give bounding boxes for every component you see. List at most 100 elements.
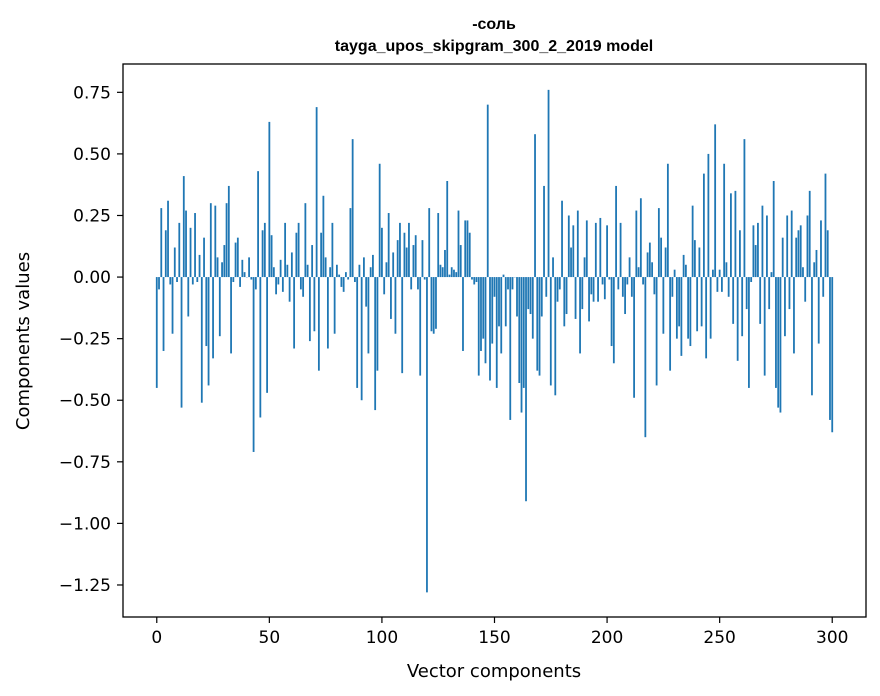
- bar-122: [430, 277, 433, 332]
- y-tick-label: −1.00: [59, 514, 111, 534]
- bar-195: [594, 222, 597, 278]
- bar-93: [365, 277, 368, 307]
- bar-31: [225, 203, 228, 278]
- bar-281: [788, 277, 791, 310]
- bar-193: [590, 277, 593, 295]
- bar-151: [495, 277, 498, 388]
- bar-173: [545, 277, 548, 297]
- bar-139: [468, 232, 471, 278]
- bar-12: [182, 176, 185, 278]
- bar-198: [601, 277, 604, 285]
- bar-28: [218, 277, 221, 337]
- bar-95: [369, 267, 372, 278]
- bar-134: [457, 210, 460, 278]
- y-axis: 0.75 0.50 0.25 0.00 −0.25 −0.50 −0.75 −1.00 −1.2…: [59, 83, 123, 596]
- bar-221: [653, 277, 656, 295]
- bar-83: [342, 277, 345, 292]
- bar-300: [831, 277, 834, 433]
- bar-68: [308, 277, 311, 342]
- bar-279: [784, 277, 786, 337]
- bar-82: [340, 277, 343, 287]
- bar-252: [723, 163, 726, 278]
- bar-112: [408, 222, 410, 278]
- bar-243: [702, 173, 705, 278]
- bar-212: [633, 277, 635, 398]
- bar-276: [777, 277, 780, 408]
- bar-271: [766, 215, 768, 278]
- bar-119: [423, 277, 426, 280]
- bar-285: [797, 230, 800, 278]
- bar-129: [446, 181, 449, 278]
- x-axis: 0 50 100 150 200 250 300: [151, 617, 848, 648]
- bar-225: [662, 277, 665, 334]
- bar-269: [761, 205, 764, 278]
- bar-239: [693, 240, 696, 278]
- bar-158: [511, 277, 514, 290]
- y-tick-label: −0.25: [59, 330, 111, 350]
- bar-130: [448, 274, 451, 278]
- bar-299: [829, 277, 831, 420]
- bar-75: [324, 257, 327, 278]
- bar-109: [401, 277, 404, 374]
- bar-69: [311, 245, 314, 278]
- bar-268: [759, 277, 762, 324]
- bar-234: [682, 254, 685, 278]
- bar-288: [804, 277, 807, 302]
- bar-265: [752, 225, 755, 278]
- bar-209: [626, 277, 629, 285]
- bar-107: [396, 240, 399, 278]
- bar-190: [583, 257, 586, 278]
- bar-280: [786, 215, 789, 278]
- bar-204: [615, 185, 617, 278]
- bar-16: [191, 277, 194, 285]
- bar-241: [698, 247, 701, 278]
- bar-257: [734, 190, 737, 278]
- bar-284: [795, 237, 798, 278]
- bar-70: [313, 277, 316, 332]
- bar-57: [284, 222, 287, 278]
- bar-0: [155, 277, 158, 388]
- bar-54: [277, 277, 280, 285]
- bar-205: [617, 277, 620, 290]
- bar-63: [297, 222, 300, 278]
- bar-92: [363, 257, 365, 278]
- bar-110: [403, 232, 406, 278]
- bar-114: [412, 245, 415, 278]
- bar-19: [198, 254, 201, 278]
- bar-23: [207, 277, 210, 386]
- bar-174: [547, 89, 550, 278]
- x-tick-label: 250: [703, 628, 735, 648]
- bar-39: [243, 272, 246, 278]
- bar-41: [248, 257, 250, 278]
- bar-126: [439, 264, 442, 278]
- bar-14: [187, 277, 190, 317]
- bar-86: [349, 208, 352, 278]
- bar-260: [741, 277, 744, 337]
- bar-77: [329, 267, 332, 278]
- bar-171: [540, 277, 543, 317]
- y-tick-label: 0.25: [73, 206, 111, 226]
- bar-120: [426, 277, 428, 593]
- bar-277: [779, 277, 782, 413]
- bar-38: [241, 259, 244, 278]
- bar-116: [417, 277, 419, 290]
- plot-frame: [122, 63, 867, 618]
- bar-131: [450, 267, 453, 278]
- bar-235: [684, 264, 687, 278]
- bar-186: [574, 277, 577, 319]
- bar-222: [655, 277, 658, 386]
- bar-236: [687, 277, 690, 339]
- bar-9: [176, 277, 178, 282]
- bar-46: [259, 277, 262, 418]
- bar-106: [394, 277, 397, 334]
- bar-133: [455, 272, 458, 278]
- bar-147: [486, 104, 489, 278]
- bar-128: [444, 249, 446, 278]
- bar-215: [639, 198, 642, 278]
- bar-207: [621, 277, 624, 297]
- bar-211: [630, 277, 633, 297]
- bar-121: [428, 208, 431, 278]
- bar-244: [705, 277, 708, 359]
- bar-182: [565, 277, 568, 315]
- bar-231: [675, 277, 678, 339]
